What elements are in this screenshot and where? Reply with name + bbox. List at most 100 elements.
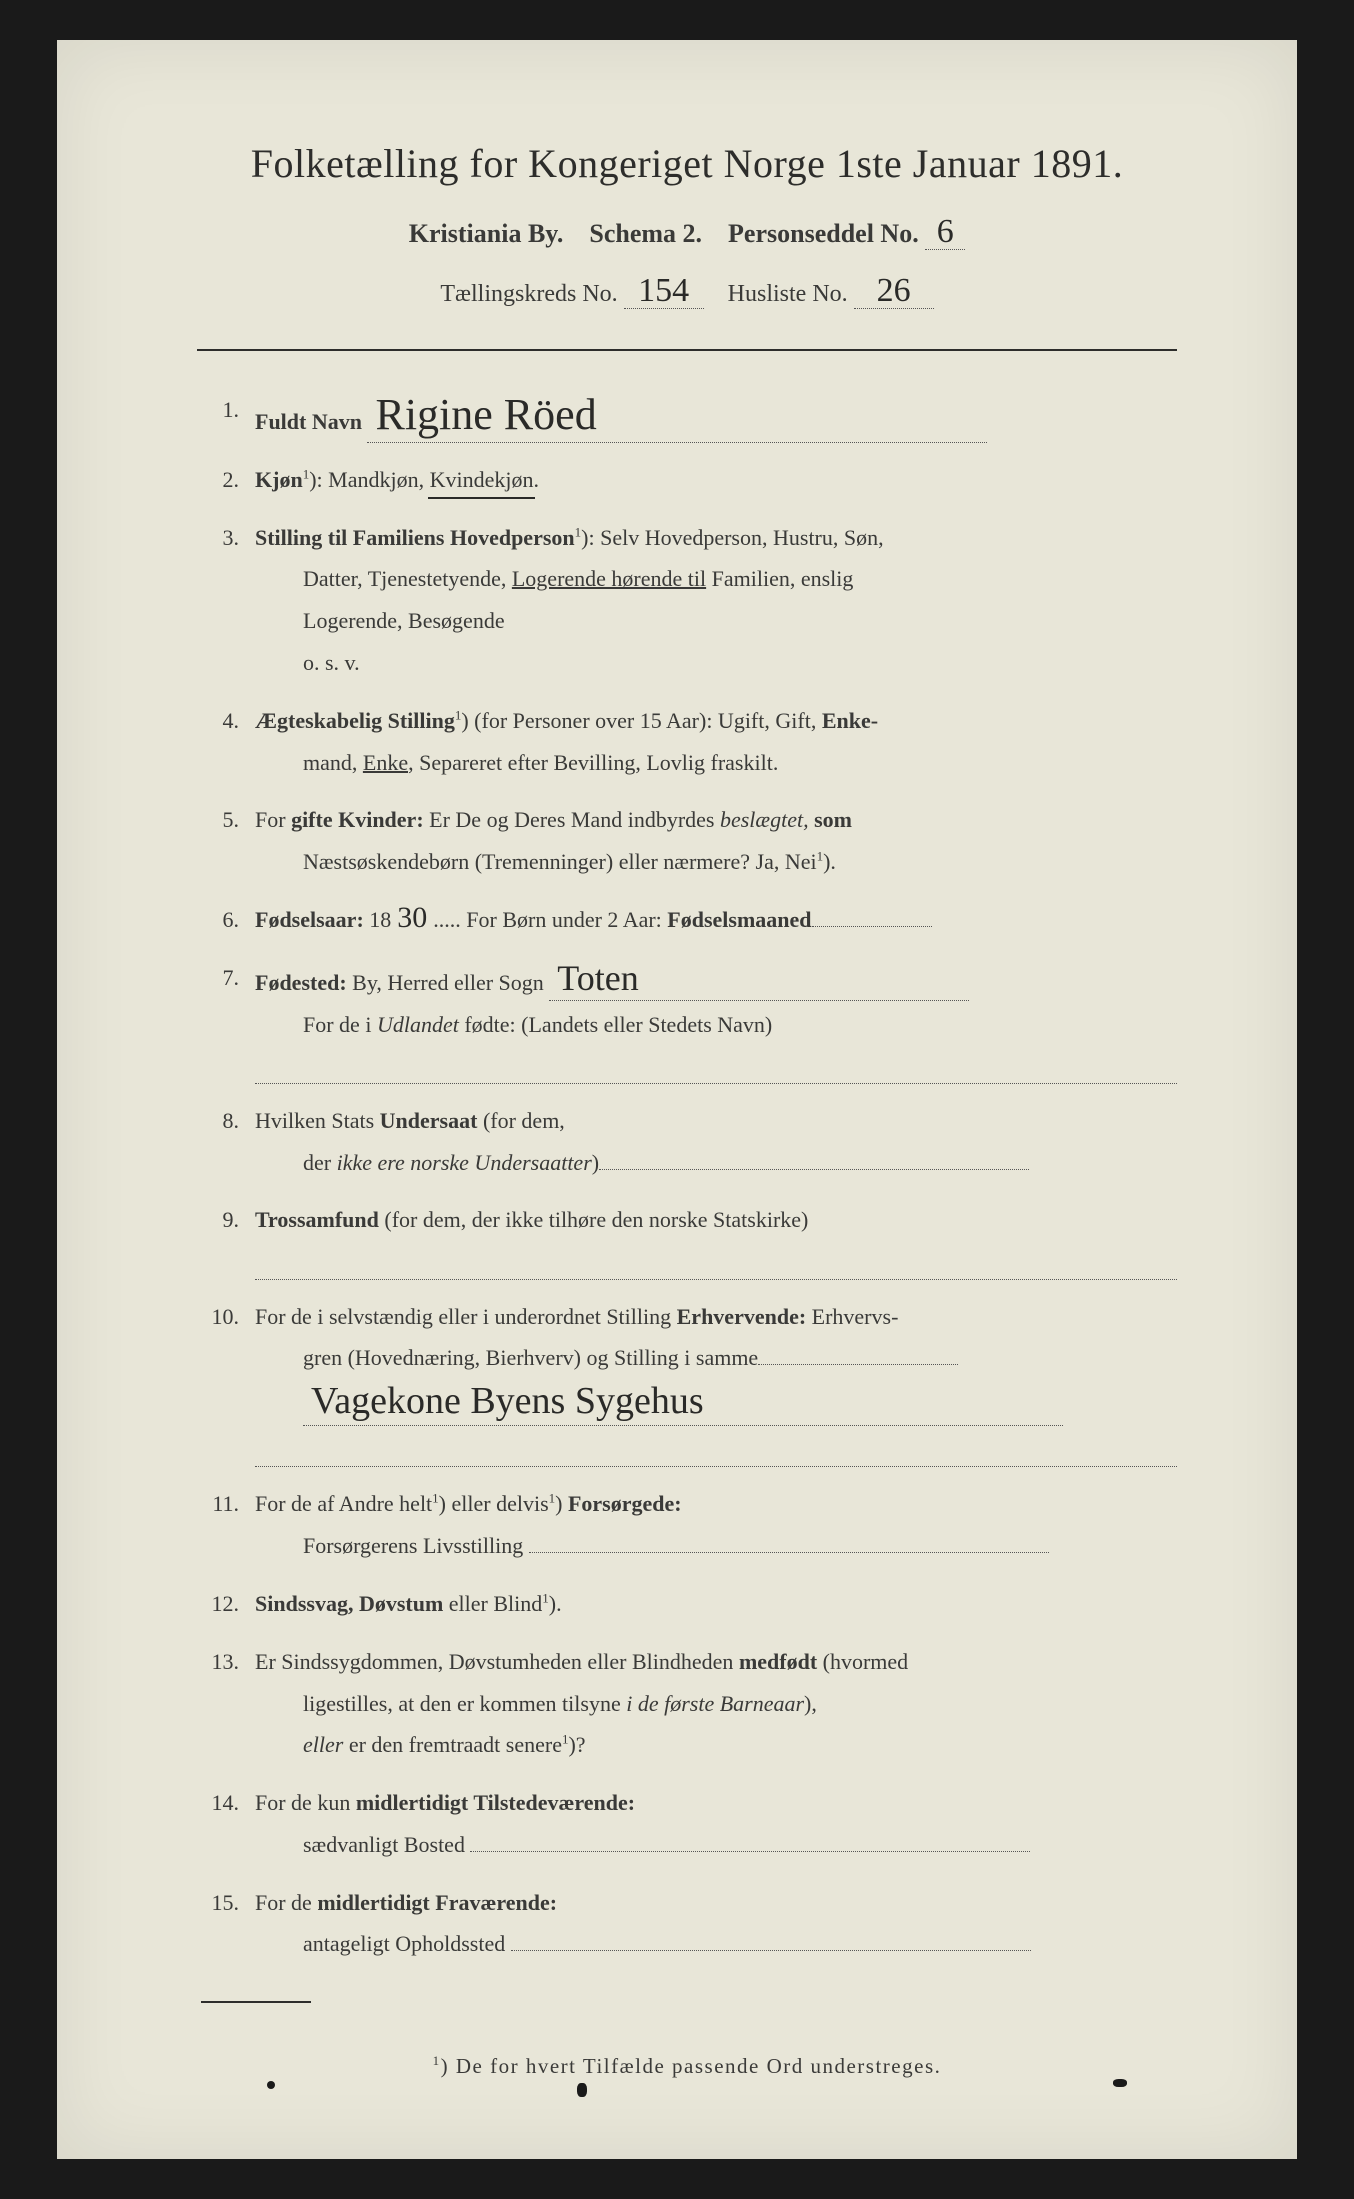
dotted-blank — [255, 1441, 1177, 1467]
subtitle-line: Kristiania By. Schema 2. Personseddel No… — [197, 215, 1177, 250]
indent-line: mand, Enke, Separeret efter Bevilling, L… — [255, 742, 1177, 784]
field-12: 12. Sindssvag, Døvstum eller Blind1). — [207, 1583, 1177, 1625]
field-num: 14. — [207, 1782, 255, 1824]
bold: Erhvervende: — [677, 1304, 807, 1329]
husliste-no: 26 — [854, 274, 934, 309]
field-label: Fuldt Navn — [255, 409, 362, 434]
text: er den fremtraadt senere — [343, 1732, 562, 1757]
bold: som — [809, 807, 852, 832]
text: Erhvervs- — [806, 1304, 898, 1329]
indent-line: Vagekone Byens Sygehus — [255, 1379, 1177, 1427]
field-num: 10. — [207, 1296, 255, 1338]
field-3: 3. Stilling til Familiens Hovedperson1):… — [207, 517, 1177, 684]
text: For de i selvstændig eller i underordnet… — [255, 1304, 677, 1329]
text: Hvilken Stats — [255, 1108, 380, 1133]
field-2: 2. Kjøn1): Mandkjøn, Kvindekjøn. — [207, 459, 1177, 501]
field-num: 3. — [207, 517, 255, 559]
field-num: 7. — [207, 957, 255, 999]
footnote: 1) De for hvert Tilfælde passende Ord un… — [197, 2053, 1177, 2079]
third-line: Tællingskreds No. 154 Husliste No. 26 — [197, 274, 1177, 309]
indent-line: sædvanligt Bosted — [255, 1824, 1177, 1866]
text: . — [533, 467, 539, 492]
sup: 1 — [433, 2053, 441, 2068]
dotfill — [511, 1927, 1031, 1951]
indent-line: ligestilles, at den er kommen tilsyne i … — [255, 1683, 1177, 1725]
field-body: For de af Andre helt1) eller delvis1) Fo… — [255, 1483, 1177, 1567]
indent-line: eller er den fremtraadt senere1)? — [255, 1724, 1177, 1766]
indent-line: For de i Udlandet fødte: (Landets eller … — [255, 1004, 1177, 1046]
field-body: Er Sindssygdommen, Døvstumheden eller Bl… — [255, 1641, 1177, 1766]
form-header: Folketælling for Kongeriget Norge 1ste J… — [197, 140, 1177, 309]
field-15: 15. For de midlertidigt Fraværende: anta… — [207, 1882, 1177, 1966]
dotted-blank — [255, 1253, 1177, 1279]
field-body: For de i selvstændig eller i underordnet… — [255, 1296, 1177, 1468]
bold: Trossamfund — [255, 1207, 379, 1232]
field-body: Hvilken Stats Undersaat (for dem, der ik… — [255, 1100, 1177, 1184]
field-body: For de kun midlertidigt Tilstedeværende:… — [255, 1782, 1177, 1866]
city-label: Kristiania By. — [409, 219, 564, 248]
text: ). — [823, 849, 836, 874]
full-name-value: Rigine Röed — [367, 389, 987, 443]
kreds-label: Tællingskreds No. — [440, 281, 617, 307]
text: Datter, Tjenestetyende, — [303, 566, 512, 591]
speck-icon — [1113, 2079, 1127, 2087]
field-8: 8. Hvilken Stats Undersaat (for dem, der… — [207, 1100, 1177, 1184]
text: For — [255, 807, 291, 832]
field-num: 4. — [207, 700, 255, 742]
dotted-blank — [255, 1057, 1177, 1083]
field-num: 11. — [207, 1483, 255, 1525]
personseddel-no: 6 — [925, 215, 965, 250]
text: ), — [804, 1691, 817, 1716]
text: der — [303, 1150, 337, 1175]
field-num: 13. — [207, 1641, 255, 1683]
field-label: Fødested: — [255, 970, 347, 995]
text: 18 — [364, 907, 392, 932]
marital-selected: Enke, — [363, 750, 414, 775]
field-body: For de midlertidigt Fraværende: antageli… — [255, 1882, 1177, 1966]
indent-line: Forsørgerens Livsstilling — [255, 1525, 1177, 1567]
indent-line: Datter, Tjenestetyende, Logerende hørend… — [255, 558, 1177, 600]
dotfill — [529, 1529, 1049, 1553]
census-form-page: Folketælling for Kongeriget Norge 1ste J… — [57, 40, 1297, 2159]
birthplace-value: Toten — [549, 957, 969, 1001]
text: mand, — [303, 750, 363, 775]
field-body: Stilling til Familiens Hovedperson1): Se… — [255, 517, 1177, 684]
indent-line: gren (Hovednæring, Bierhverv) og Stillin… — [255, 1337, 1177, 1379]
text: For de i — [303, 1012, 377, 1037]
speck-icon — [577, 2083, 587, 2097]
italic: beslægtet, — [720, 807, 809, 832]
text: eller Blind — [443, 1591, 542, 1616]
schema-label: Schema 2. — [589, 219, 702, 248]
fields-list: 1. Fuldt Navn Rigine Röed 2. Kjøn1): Man… — [197, 389, 1177, 1965]
text: For de kun — [255, 1790, 356, 1815]
text: (hvormed — [817, 1649, 908, 1674]
kreds-no: 154 — [624, 274, 704, 309]
field-num: 1. — [207, 389, 255, 431]
relation-selected: Logerende hørende til — [512, 566, 706, 591]
field-body: Fødselsaar: 1830..... For Børn under 2 A… — [255, 899, 1177, 941]
text: ) eller delvis — [439, 1491, 549, 1516]
field-11: 11. For de af Andre helt1) eller delvis1… — [207, 1483, 1177, 1567]
indent-line: antageligt Opholdssted — [255, 1923, 1177, 1965]
field-14: 14. For de kun midlertidigt Tilstedevære… — [207, 1782, 1177, 1866]
field-body: Sindssvag, Døvstum eller Blind1). — [255, 1583, 1177, 1625]
field-num: 8. — [207, 1100, 255, 1142]
dotfill — [812, 903, 932, 927]
field-num: 15. — [207, 1882, 255, 1924]
field-10: 10. For de i selvstændig eller i underor… — [207, 1296, 1177, 1468]
speck-icon — [267, 2081, 275, 2089]
field-num: 6. — [207, 899, 255, 941]
field-num: 5. — [207, 799, 255, 841]
text: (for dem, — [477, 1108, 564, 1133]
text: ) — [592, 1150, 599, 1175]
field-label: Kjøn — [255, 467, 303, 492]
occupation-value: Vagekone Byens Sygehus — [303, 1379, 1063, 1426]
text: ) (for Personer over 15 Aar): Ugift, Gif… — [461, 708, 821, 733]
field-body: For gifte Kvinder: Er De og Deres Mand i… — [255, 799, 1177, 883]
field-label: Ægteskabelig Stilling — [255, 708, 455, 733]
text: ): Selv Hovedperson, Hustru, Søn, — [581, 525, 883, 550]
field-body: Kjøn1): Mandkjøn, Kvindekjøn. — [255, 459, 1177, 501]
field-body: Fuldt Navn Rigine Röed — [255, 389, 1177, 443]
bold: Forsørgede: — [568, 1491, 682, 1516]
text: Næstsøskendebørn (Tremenninger) eller næ… — [303, 849, 817, 874]
